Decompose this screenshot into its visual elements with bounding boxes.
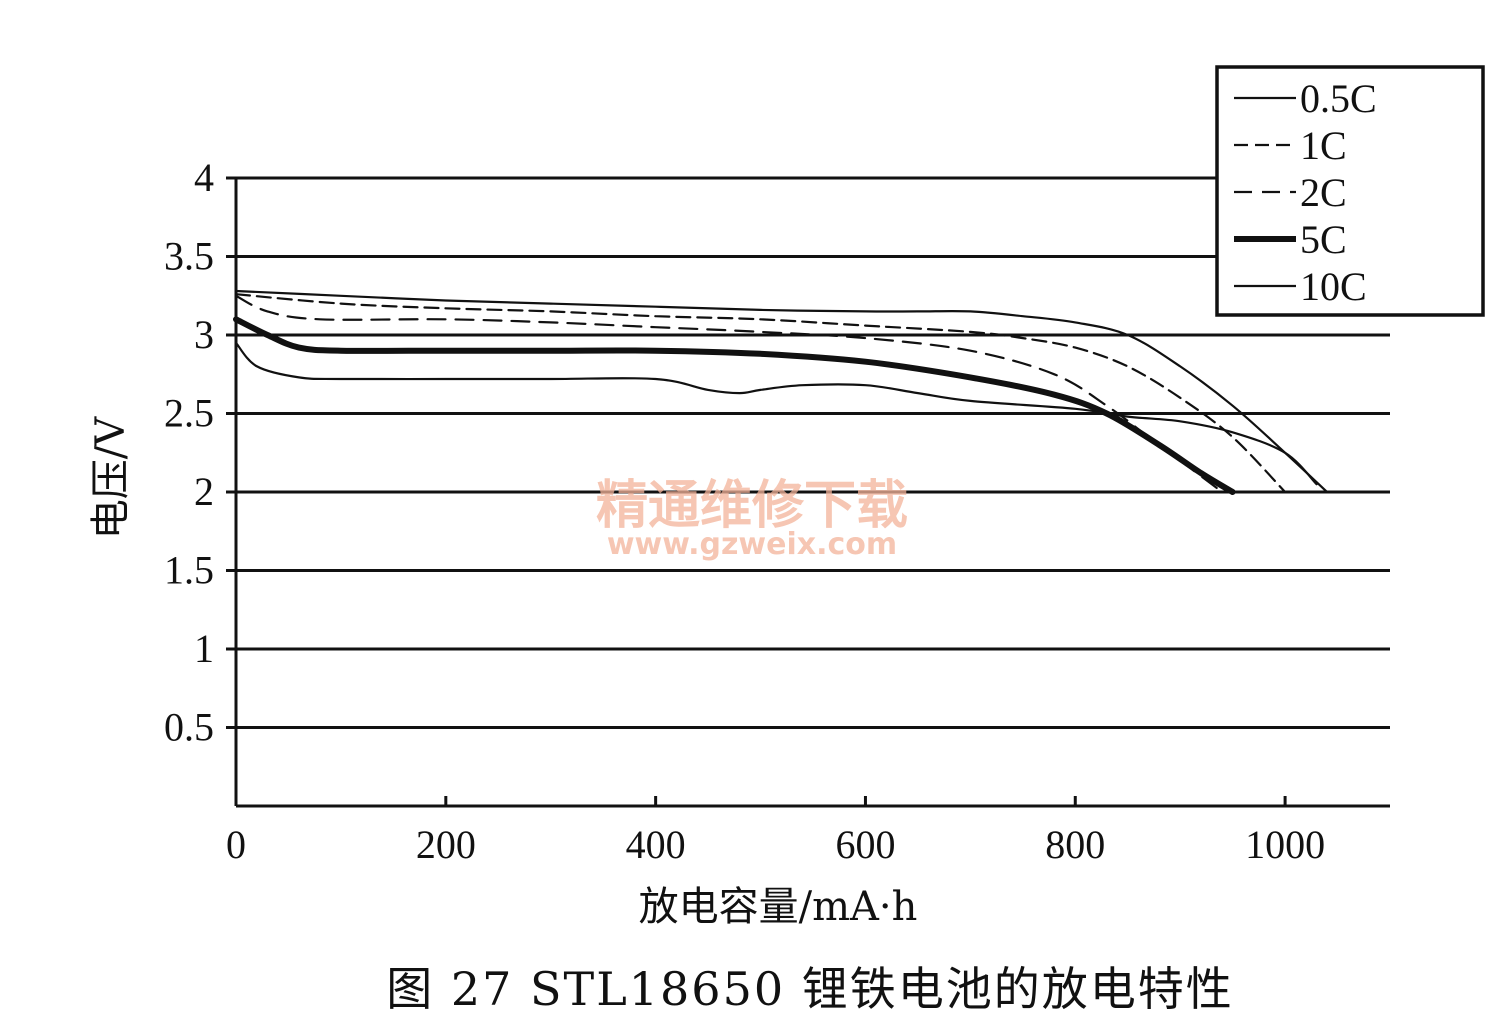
y-tick-label-2: 1.5: [164, 548, 214, 593]
y-tick-label-1: 1: [194, 626, 214, 671]
y-axis-ticks: 0.5 1 1.5 2 2.5 3 3.5 4: [164, 155, 236, 750]
watermark-url: www.gzweix.com: [607, 527, 897, 562]
x-tick-label-2: 400: [626, 822, 686, 867]
x-axis-title: 放电容量/mA·h: [639, 884, 918, 930]
y-tick-label-5: 3: [194, 312, 214, 357]
legend-box: [1215, 65, 1485, 317]
y-tick-label-4: 2.5: [164, 391, 214, 436]
grid-lines: [236, 176, 1390, 729]
y-tick-label-7: 4: [194, 155, 214, 200]
y-tick-label-0: 0.5: [164, 705, 214, 750]
y-tick-label-3: 2: [194, 469, 214, 514]
legend-label-1C: 1C: [1300, 123, 1347, 168]
series-line-2C: [234, 294, 1224, 494]
series-group: [233, 289, 1329, 495]
x-tick-label-3: 600: [835, 822, 895, 867]
x-tick-label-1: 200: [416, 822, 476, 867]
series-line-1C: [234, 293, 1287, 494]
legend-label-10C: 10C: [1300, 264, 1367, 309]
legend-label-5C: 5C: [1300, 217, 1347, 262]
y-axis-title: 电压/V: [88, 416, 134, 539]
x-axis-ticks: 0 200 400 600 800 1000: [226, 796, 1325, 867]
series-line-10C: [234, 341, 1318, 486]
legend-label-2C: 2C: [1300, 170, 1347, 215]
series-line-0_5C: [234, 289, 1329, 494]
series-line-5C: [233, 316, 1236, 495]
watermark-text: 精通维修下载: [596, 476, 908, 536]
y-tick-label-6: 3.5: [164, 234, 214, 279]
figure-caption: 图 27 STL18650 锂铁电池的放电特性: [386, 962, 1233, 1016]
x-tick-label-4: 800: [1045, 822, 1105, 867]
x-tick-label-0: 0: [226, 822, 246, 867]
legend-label-0_5C: 0.5C: [1300, 76, 1377, 121]
x-tick-label-5: 1000: [1245, 822, 1325, 867]
